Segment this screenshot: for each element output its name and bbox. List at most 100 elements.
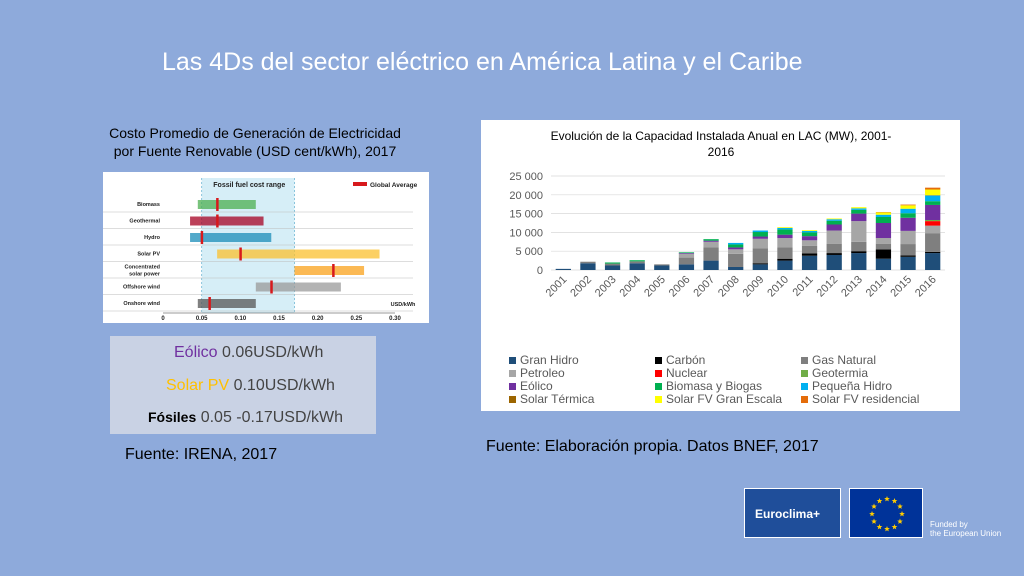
stacked-bar-segment: [629, 260, 645, 262]
stacked-bar-segment: [851, 207, 867, 209]
legend-swatch: [655, 395, 662, 403]
stacked-bar-segment: [555, 268, 571, 270]
stacked-bar-segment: [752, 232, 768, 237]
x-tick-label: 2009: [741, 274, 767, 300]
fossil-range-band: [201, 178, 295, 313]
legend-label: Pequeña Hidro: [812, 379, 893, 393]
eu-star: [897, 518, 903, 524]
stacked-bar-segment: [900, 217, 916, 231]
stacked-bar-segment: [777, 229, 793, 235]
legend-item: Eólico: [509, 379, 553, 393]
stacked-bar-segment: [900, 204, 916, 206]
stacked-bar-segment: [851, 253, 867, 270]
stacked-bar-segment: [678, 257, 695, 265]
left-chart-title: Costo Promedio de Generación de Electric…: [90, 124, 420, 160]
legend-item: Petroleo: [509, 366, 565, 380]
x-tick-label: 2010: [765, 274, 791, 300]
legend-swatch: [655, 356, 662, 364]
stacked-bar-segment: [703, 241, 719, 248]
stacked-bar-segment: [604, 265, 621, 270]
stacked-bar-segment: [752, 263, 768, 265]
stacked-bar-segment: [604, 262, 621, 264]
legend-swatch: [801, 369, 808, 377]
y-tick-label: 0: [537, 265, 543, 277]
stacked-bar-segment: [580, 261, 596, 264]
y-tick-label: 25 000: [509, 171, 543, 183]
legend-label: Solar Térmica: [520, 392, 595, 406]
global-average-legend-swatch: [353, 182, 367, 186]
y-tick-label: 20 000: [509, 190, 543, 202]
legend-item: Solar Térmica: [509, 392, 594, 406]
eu-star: [891, 498, 898, 504]
left-title-line2: por Fuente Renovable (USD cent/kWh), 201…: [113, 143, 397, 159]
x-tick-label: 2002: [568, 274, 594, 300]
stacked-bar-segment: [777, 260, 793, 270]
y-tick-label: 10 000: [509, 227, 543, 239]
stacked-bar-segment: [801, 230, 818, 231]
stacked-bar-segment: [580, 263, 596, 270]
legend-label: Geotermia: [812, 366, 869, 380]
bnef-capacity-chart: Evolución de la Capacidad Instalada Anua…: [481, 120, 960, 411]
stacked-bar-segment: [801, 230, 818, 233]
y-tick-label: 15 000: [509, 209, 543, 221]
stacked-bar-segment: [728, 266, 744, 270]
legend-label: Petroleo: [520, 366, 565, 380]
stacked-bar-segment: [801, 245, 818, 254]
eu-star: [876, 523, 883, 530]
legend-label: Gas Natural: [812, 353, 877, 367]
eu-star: [871, 503, 877, 509]
stacked-bar-segment: [925, 195, 941, 202]
stacked-bar-segment: [900, 208, 916, 214]
summary-eolico: Eólico 0.06USD/kWh: [174, 344, 324, 361]
legend-label: Carbón: [666, 353, 706, 367]
x-tick-label: 0: [161, 316, 165, 322]
stacked-bar-segment: [678, 252, 695, 254]
stacked-bar-segment: [925, 251, 941, 254]
stacked-bar-segment: [875, 243, 892, 250]
stacked-bar-segment: [752, 264, 768, 270]
legend-swatch: [509, 369, 516, 377]
stacked-bar-segment: [925, 225, 941, 234]
legend-item: Nuclear: [655, 366, 707, 380]
legend-label: Gran Hidro: [520, 353, 579, 367]
stacked-bar-segment: [703, 239, 719, 241]
eu-star: [869, 511, 875, 517]
x-tick-label: 2015: [888, 274, 914, 300]
range-bar: [190, 233, 272, 242]
stacked-bar-segment: [678, 253, 695, 254]
stacked-bar-segment: [826, 230, 842, 244]
legend-item: Gas Natural: [801, 353, 876, 367]
x-tick-label: 2001: [544, 274, 570, 300]
stacked-bar-segment: [752, 230, 768, 233]
stacked-bar-segment: [851, 213, 867, 222]
range-bar: [255, 282, 341, 292]
x-tick-label: 2012: [815, 274, 841, 300]
stacked-bar-segment: [900, 256, 916, 270]
stacked-bar-segment: [728, 247, 744, 250]
stacked-bar-segment: [925, 221, 941, 226]
average-marker: [239, 247, 242, 261]
range-bar: [217, 249, 380, 259]
left-title-line1: Costo Promedio de Generación de Electric…: [109, 125, 401, 141]
stacked-bar-segment: [826, 243, 842, 254]
summary-fosiles: Fósiles 0.05 -0.17USD/kWh: [148, 409, 343, 426]
stacked-bar-segment: [777, 238, 793, 248]
stacked-bar-segment: [875, 212, 892, 215]
stacked-bar-segment: [629, 263, 645, 270]
legend-item: Pequeña Hidro: [801, 379, 892, 393]
category-label: Solar PV: [137, 252, 160, 258]
eu-star: [884, 496, 890, 502]
x-tick-label: 0.10: [234, 316, 246, 322]
x-tick-label: 2008: [716, 274, 742, 300]
stacked-bar-segment: [801, 236, 818, 241]
eu-star: [876, 498, 883, 504]
stacked-bar-segment: [752, 248, 768, 264]
y-tick-label: 5 000: [515, 246, 543, 258]
stacked-bar-segment: [851, 209, 867, 214]
x-tick-label: 2006: [667, 274, 693, 300]
legend-label: Solar FV Gran Escala: [666, 392, 783, 406]
x-tick-label: 2011: [790, 274, 815, 299]
stacked-bar-segment: [752, 238, 768, 249]
x-tick-label: 2007: [691, 274, 717, 300]
eu-star: [891, 523, 898, 530]
